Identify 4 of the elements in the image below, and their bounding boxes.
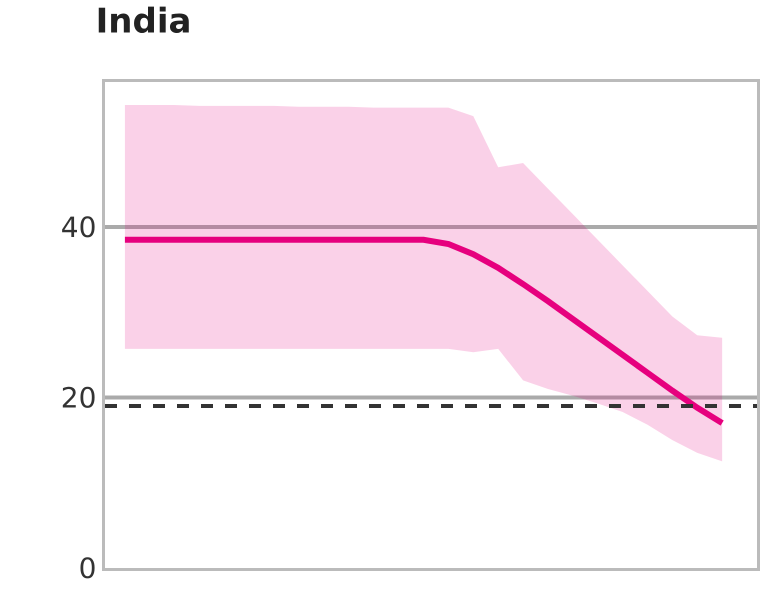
chart-title: India: [96, 2, 192, 42]
y-tick-label: 40: [60, 210, 96, 244]
y-tick-label: 20: [60, 381, 96, 414]
y-tick-label: 0: [78, 552, 96, 585]
